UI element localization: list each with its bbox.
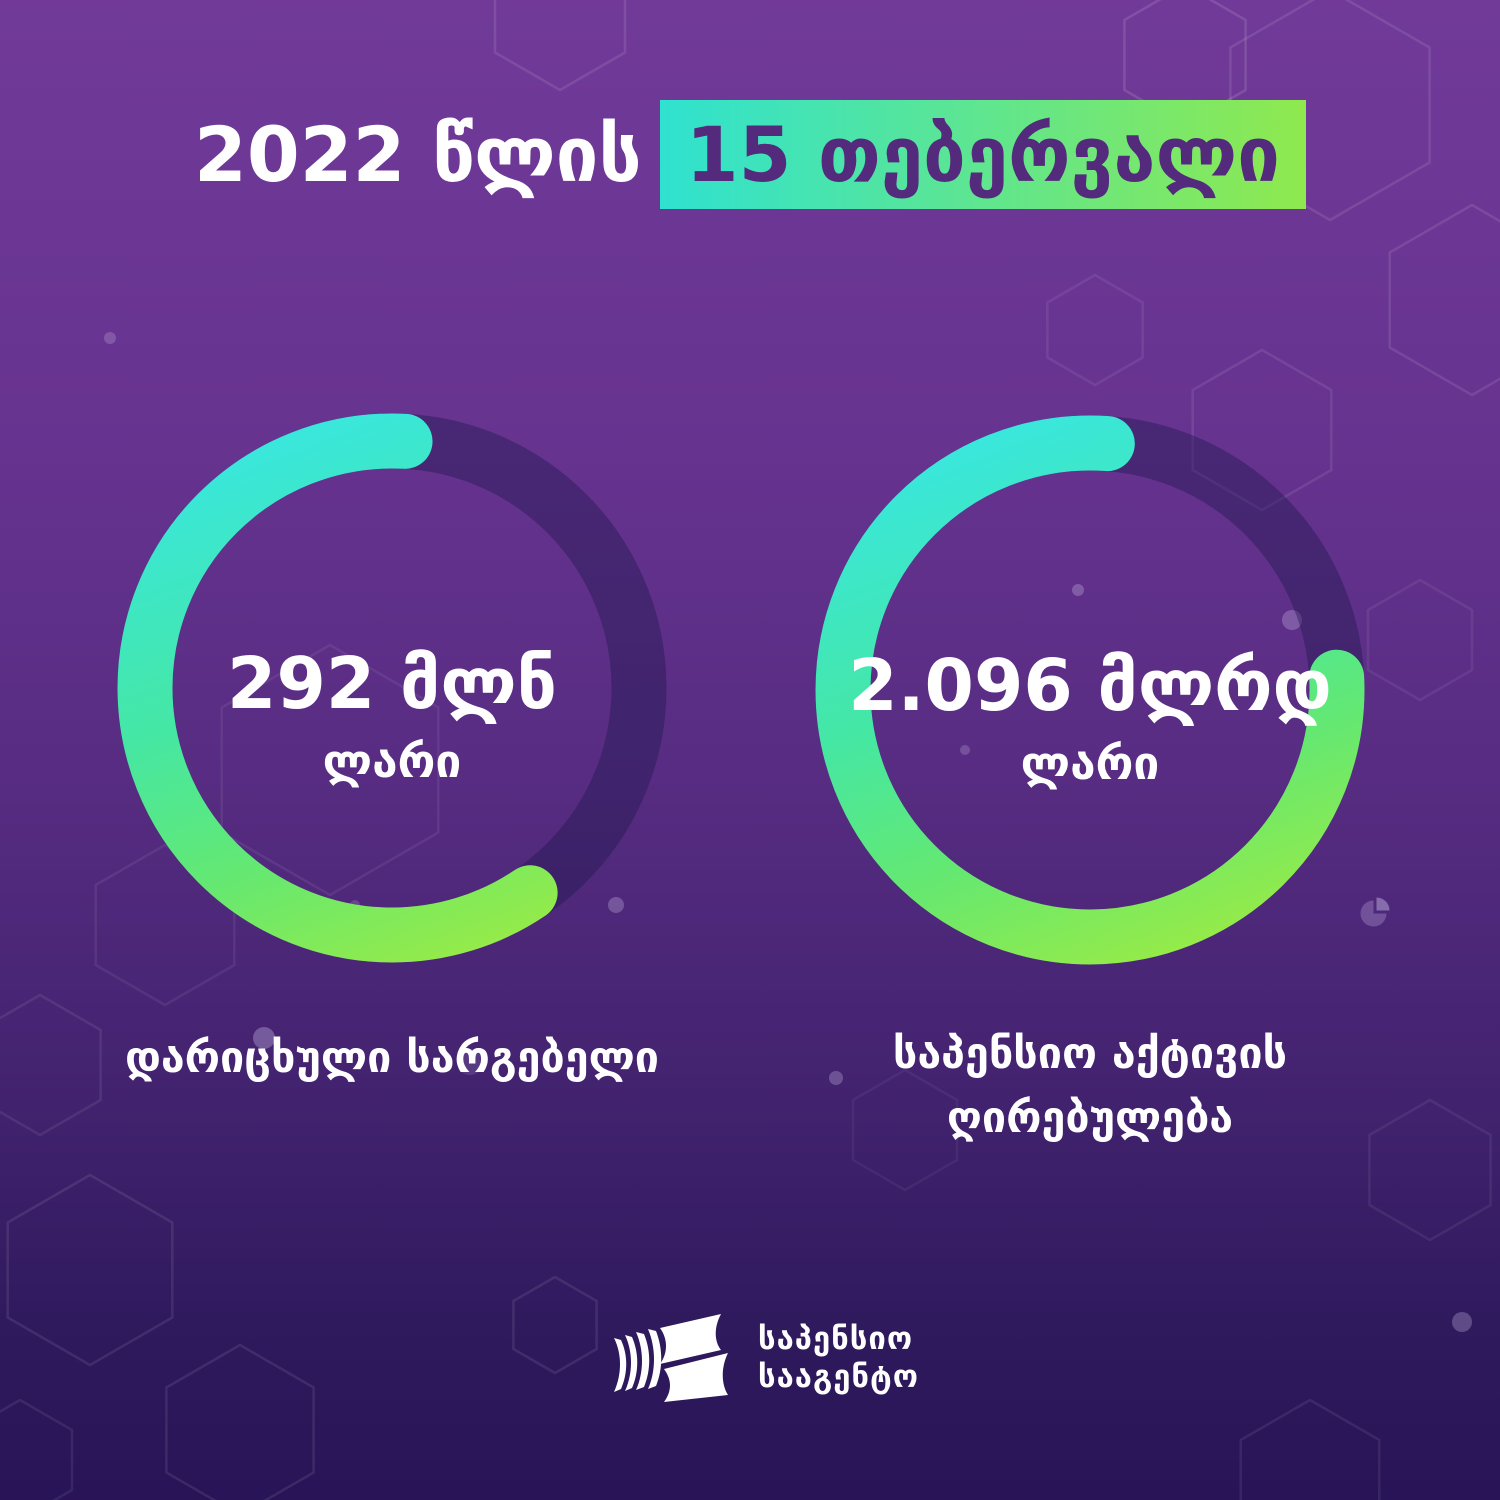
title-year-text: 2022 წლის <box>194 110 642 199</box>
title: 2022 წლის 15 თებერვალი <box>0 100 1500 209</box>
chart-label-accrued-interest: დარიცხული სარგებელი <box>92 1026 692 1090</box>
pie-chart-decoration-icon <box>1360 897 1390 927</box>
chart-label-pension-assets: საპენსიო აქტივის ღირებულება <box>790 1022 1390 1150</box>
logo-text-line: საპენსიო <box>758 1321 914 1357</box>
chart-label-line: დარიცხული სარგებელი <box>124 1033 660 1083</box>
logo-text-line: სააგენტო <box>758 1359 920 1395</box>
donut-chart-pension-assets: 2.096 მლრდ ლარი <box>810 410 1370 970</box>
donut-value-left: 292 მლნ <box>227 641 557 725</box>
title-date-highlight: 15 თებერვალი <box>659 100 1306 209</box>
donut-unit-left: ლარი <box>322 734 462 789</box>
pension-agency-logo-text: საპენსიო სააგენტო <box>758 1320 919 1396</box>
donut-unit-right: ლარი <box>1020 736 1160 791</box>
chart-label-line: საპენსიო აქტივის <box>892 1029 1288 1079</box>
pension-agency-logo-icon <box>614 1314 728 1402</box>
donut-center-text-right: 2.096 მლრდ ლარი <box>810 410 1370 970</box>
pension-agency-logo: საპენსიო სააგენტო <box>612 1312 919 1404</box>
donut-arc <box>117 413 667 963</box>
chart-label-line: ღირებულება <box>946 1093 1234 1143</box>
donut-chart-accrued-interest: 292 მლნ ლარი <box>112 408 672 968</box>
donut-ring-right <box>815 415 1365 965</box>
donut-value-right: 2.096 მლრდ <box>848 643 1332 727</box>
donut-center-text-left: 292 მლნ ლარი <box>112 408 672 968</box>
donut-ring-left <box>117 413 667 963</box>
donut-arc <box>815 415 1365 965</box>
